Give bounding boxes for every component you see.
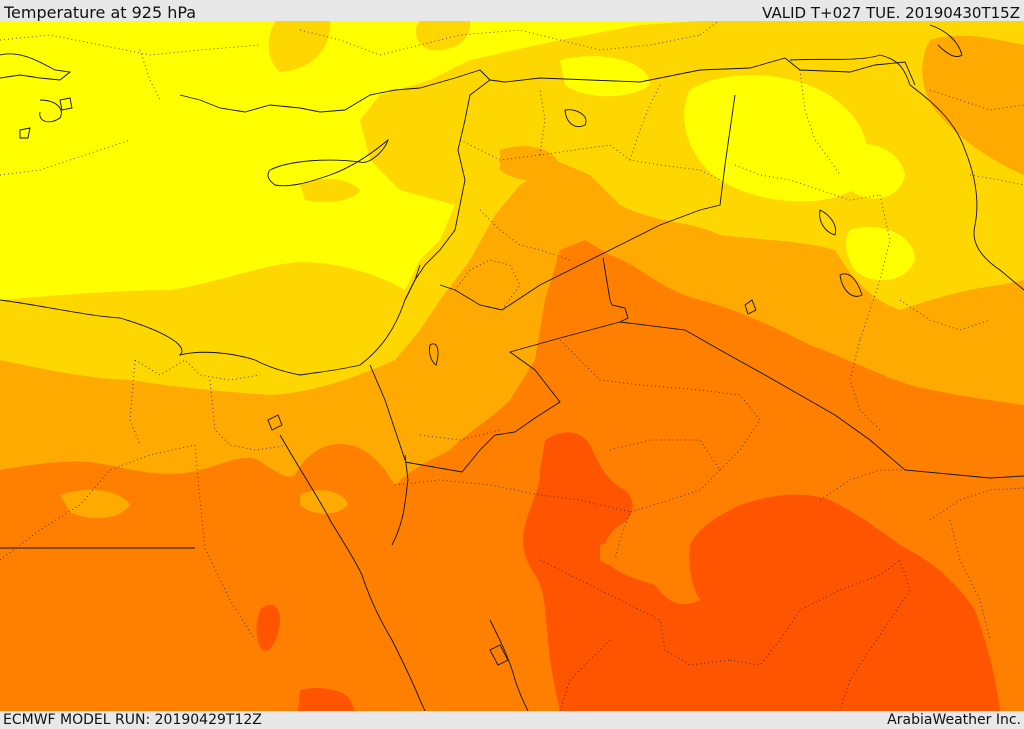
temp-band-1 [845, 226, 915, 281]
temp-band-5 [523, 432, 1000, 711]
top-bar: Temperature at 925 hPa VALID T+027 TUE. … [0, 0, 1024, 22]
temp-band-3 [922, 35, 1024, 176]
credit-label: ArabiaWeather Inc. [887, 712, 1021, 728]
temp-band-1 [560, 56, 650, 97]
province-borders [0, 21, 1024, 711]
valid-time: VALID T+027 TUE. 20190430T15Z [762, 4, 1020, 22]
temp-band-5 [298, 688, 355, 711]
model-run-label: ECMWF MODEL RUN: 20190429T12Z [3, 712, 262, 728]
temp-band-5 [256, 604, 280, 651]
temp-band-2 [300, 178, 360, 202]
temp-band-2 [268, 21, 331, 72]
map-title: Temperature at 925 hPa [4, 3, 197, 22]
temp-band-3 [300, 490, 348, 514]
country-borders [369, 57, 1024, 479]
temp-band-3 [500, 146, 560, 181]
temp-band-1 [835, 144, 905, 199]
temp-band-3 [880, 355, 919, 381]
temp-band-2 [415, 21, 471, 51]
temp-band-3 [60, 489, 130, 519]
temp-band-4 [600, 542, 642, 567]
islands [19, 97, 757, 666]
temperature-map[interactable] [0, 21, 1024, 711]
coastlines [0, 24, 1024, 711]
bottom-bar: ECMWF MODEL RUN: 20190429T12Z ArabiaWeat… [0, 711, 1024, 729]
temp-band-1 [684, 75, 868, 202]
